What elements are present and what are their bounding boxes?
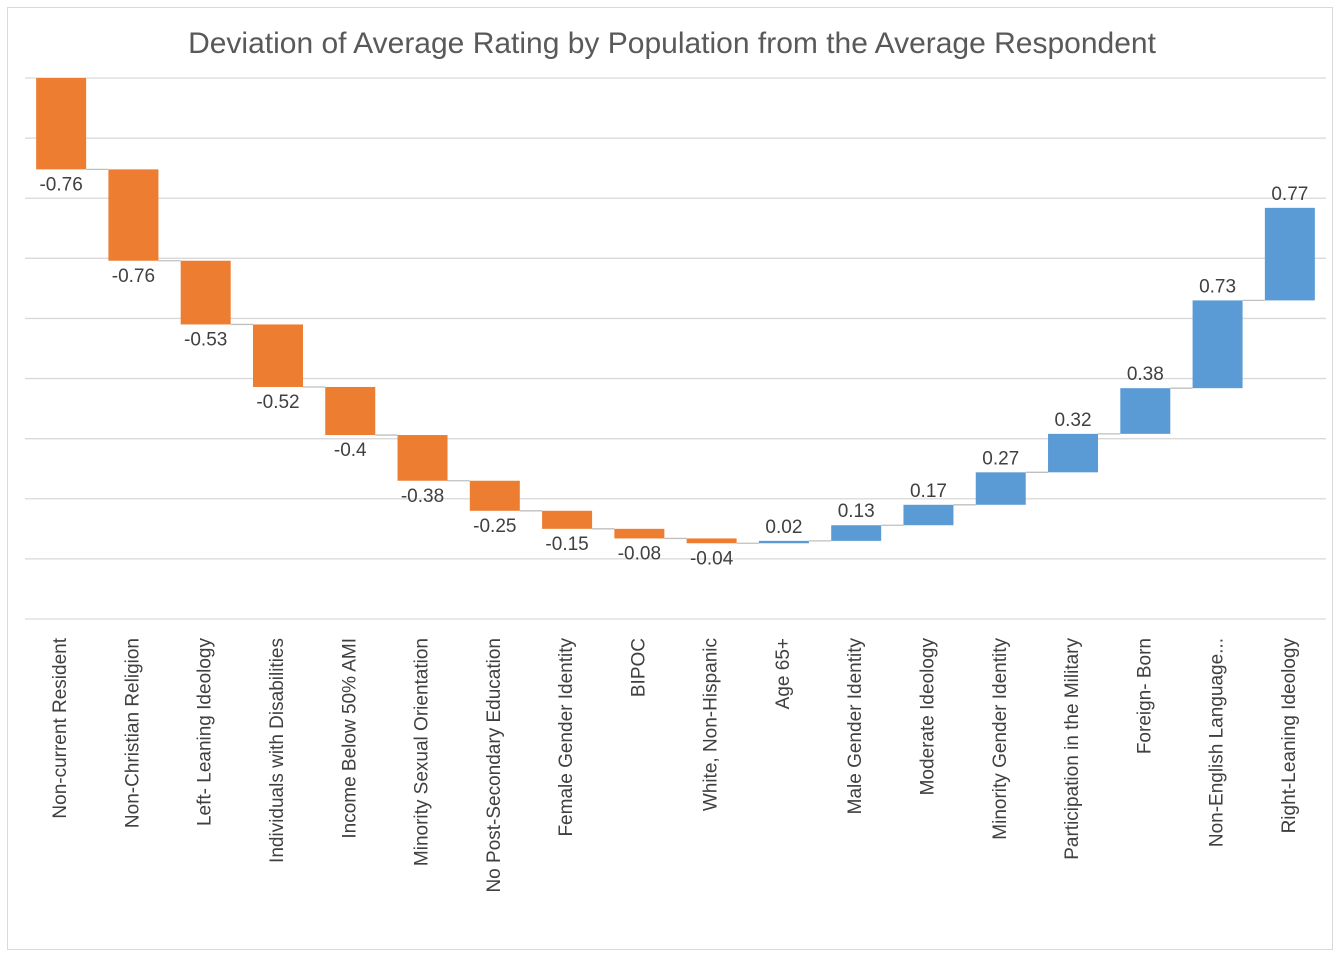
- x-tick-label: Non-English Language...: [1207, 638, 1228, 847]
- bar: [1264, 207, 1315, 301]
- data-label: -0.53: [184, 329, 227, 350]
- bar: [252, 324, 303, 387]
- bar: [1120, 388, 1171, 434]
- bar: [469, 480, 520, 511]
- data-label: -0.52: [256, 392, 299, 413]
- x-tick-label: Left- Leaning Ideology: [195, 638, 216, 827]
- chart-border: [7, 7, 1333, 950]
- bar: [831, 525, 882, 541]
- x-tick-label: Male Gender Identity: [845, 638, 866, 815]
- data-label: 0.73: [1199, 276, 1236, 297]
- data-label: -0.25: [473, 516, 516, 537]
- bar: [542, 510, 593, 529]
- x-tick-label: Individuals with Disabilities: [267, 638, 288, 863]
- data-label: -0.76: [112, 266, 155, 287]
- bar: [975, 472, 1026, 505]
- bar: [397, 435, 448, 481]
- x-tick-label: Foreign- Born: [1134, 638, 1155, 754]
- bar: [36, 78, 87, 170]
- bar: [325, 386, 376, 436]
- data-label: 0.13: [838, 501, 875, 522]
- data-label: 0.38: [1127, 364, 1164, 385]
- bar: [686, 538, 737, 544]
- x-tick-label: No Post-Secondary Education: [484, 638, 505, 893]
- x-tick-label: White, Non-Hispanic: [701, 638, 722, 811]
- x-tick-label: Participation in the Military: [1062, 638, 1083, 860]
- data-label: 0.27: [982, 448, 1019, 469]
- x-tick-label: Minority Gender Identity: [990, 638, 1011, 840]
- data-label: -0.38: [401, 486, 444, 507]
- data-label: 0.17: [910, 481, 947, 502]
- data-label: 0.32: [1055, 410, 1092, 431]
- bar: [614, 528, 665, 539]
- data-label: -0.15: [545, 534, 588, 555]
- data-label: 0.77: [1271, 184, 1308, 205]
- bar: [1192, 300, 1243, 389]
- x-tick-label: Non-Christian Religion: [122, 638, 143, 828]
- data-label: -0.76: [39, 174, 82, 195]
- x-tick-label: Minority Sexual Orientation: [412, 638, 433, 866]
- x-tick-label: Non-current Resident: [50, 637, 71, 818]
- bar: [180, 260, 231, 325]
- x-tick-label: Female Gender Identity: [556, 638, 577, 837]
- x-tick-label: Moderate Ideology: [917, 638, 938, 796]
- x-tick-label: Age 65+: [773, 638, 794, 709]
- bar: [1048, 433, 1099, 473]
- bar: [903, 504, 954, 526]
- data-label: 0.02: [765, 517, 802, 538]
- bar: [108, 169, 159, 261]
- bar: [758, 540, 809, 544]
- data-label: -0.4: [334, 440, 367, 461]
- chart-title: Deviation of Average Rating by Populatio…: [188, 27, 1157, 60]
- x-tick-label: Right-Leaning Ideology: [1279, 638, 1300, 834]
- x-tick-label: BIPOC: [628, 638, 649, 697]
- data-label: -0.04: [690, 548, 734, 569]
- x-tick-label: Income Below 50% AMI: [339, 638, 360, 839]
- data-label: -0.08: [618, 543, 661, 564]
